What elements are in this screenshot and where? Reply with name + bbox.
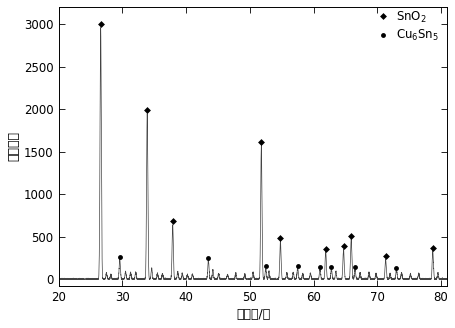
Y-axis label: 行射强度: 行射强度 (7, 132, 20, 161)
Legend: SnO$_2$, Cu$_6$Sn$_5$: SnO$_2$, Cu$_6$Sn$_5$ (369, 7, 440, 46)
X-axis label: 行射角/度: 行射角/度 (235, 308, 269, 321)
